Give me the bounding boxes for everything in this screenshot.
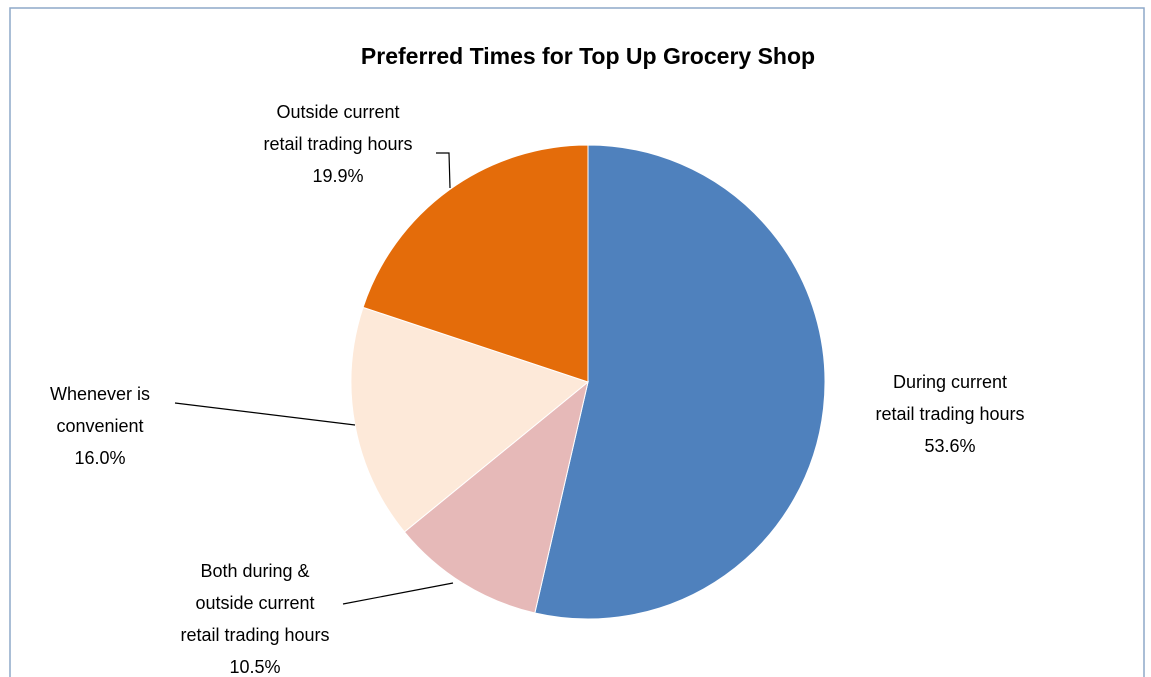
value-label: 19.9% <box>312 166 363 186</box>
value-label: 53.6% <box>924 436 975 456</box>
slice-label: During current retail trading hours <box>875 372 1024 424</box>
leader-line <box>436 152 451 189</box>
leader-line <box>174 402 356 426</box>
pie-slice <box>362 144 589 383</box>
slice-label: Whenever is convenient <box>50 384 150 436</box>
leader-line <box>342 582 454 605</box>
slice-label: Both during & outside current retail tradi… <box>180 561 329 645</box>
value-label: 10.5% <box>229 657 280 677</box>
chart-title: Preferred Times for Top Up Grocery Shop <box>361 43 815 69</box>
slice-label: Outside current retail trading hours <box>263 102 412 154</box>
value-label: 16.0% <box>74 448 125 468</box>
pie-slice <box>403 380 589 614</box>
pie-slice <box>534 144 826 620</box>
